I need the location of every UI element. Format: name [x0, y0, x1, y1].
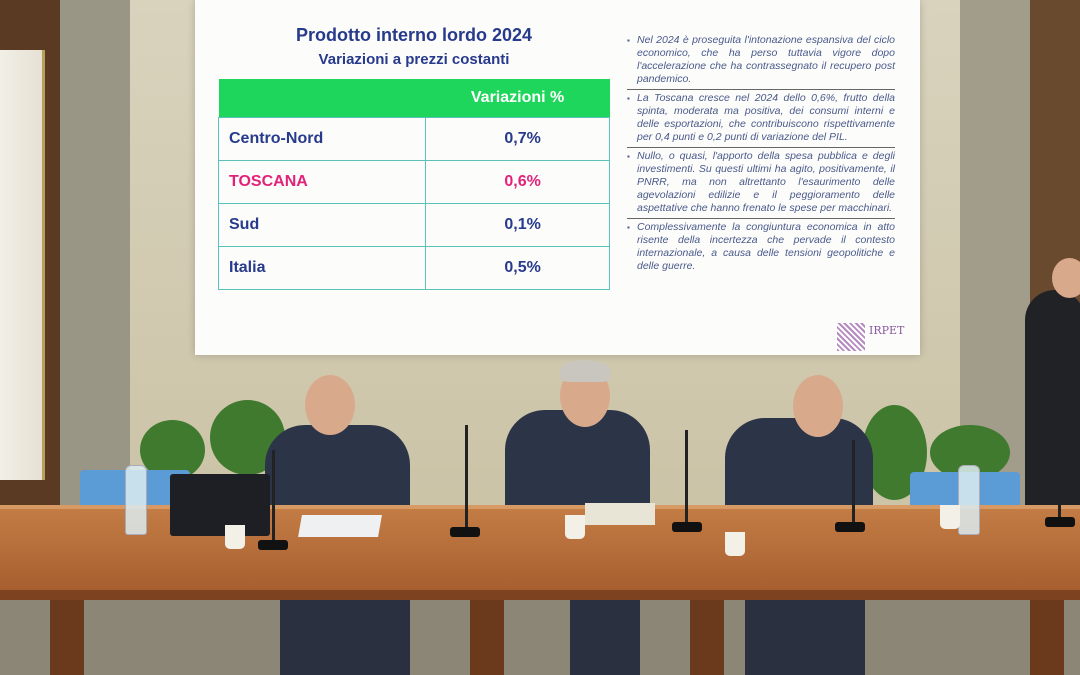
logo-text: IRPET	[869, 324, 905, 337]
table-row: Sud 0,1%	[217, 202, 610, 247]
region: Sud	[217, 202, 427, 247]
irpet-logo: IRPET	[837, 323, 915, 351]
desk-edge	[0, 590, 1080, 602]
water-bottle	[958, 465, 980, 535]
column-header: Variazioni %	[425, 79, 610, 117]
value: 0,5%	[425, 245, 610, 290]
head	[305, 375, 355, 435]
microphone-base	[672, 522, 702, 532]
projected-slide: Prodotto interno lordo 2024 Variazioni a…	[195, 0, 920, 355]
slide-title: Prodotto interno lordo 2024	[295, 25, 532, 45]
desk-leg	[50, 600, 84, 675]
note: La Toscana cresce nel 2024 dello 0,6%, f…	[627, 90, 895, 148]
value: 0,1%	[425, 202, 610, 247]
microphone	[685, 430, 688, 525]
note: Complessivamente la congiuntura economic…	[627, 219, 895, 276]
table-row: Italia 0,5%	[217, 245, 610, 290]
conference-desk	[0, 505, 1080, 600]
pillar-left	[60, 0, 130, 520]
gdp-table: Variazioni % Centro-Nord 0,7% TOSCANA 0,6%…	[217, 79, 610, 290]
papers	[585, 503, 655, 525]
cup	[940, 505, 960, 529]
desk-leg	[470, 600, 504, 675]
microphone-base	[258, 540, 288, 550]
papers	[298, 515, 382, 537]
table-row: TOSCANA 0,6%	[217, 159, 610, 204]
microphone-base	[450, 527, 480, 537]
table-header-row: Variazioni %	[218, 79, 610, 117]
cup	[225, 525, 245, 549]
flag	[0, 50, 45, 480]
floor	[0, 600, 1080, 675]
microphone	[272, 450, 275, 540]
table-row: Centro-Nord 0,7%	[217, 116, 610, 161]
cup	[725, 532, 745, 556]
slide-notes: Nel 2024 è proseguita l'intonazione espa…	[627, 32, 895, 276]
hair	[560, 360, 610, 382]
water-bottle	[125, 465, 147, 535]
note: Nel 2024 è proseguita l'intonazione espa…	[627, 32, 895, 90]
microphone	[465, 425, 468, 530]
region: TOSCANA	[217, 159, 427, 204]
laptop	[170, 474, 270, 536]
desk-leg	[1030, 600, 1064, 675]
microphone-base	[835, 522, 865, 532]
value: 0,7%	[425, 116, 610, 161]
value: 0,6%	[425, 159, 610, 204]
legs	[745, 600, 865, 675]
region: Centro-Nord	[217, 116, 427, 161]
microphone	[1058, 415, 1061, 520]
head	[793, 375, 843, 437]
standing-person	[1025, 290, 1080, 510]
microphone	[852, 440, 855, 525]
desk-leg	[690, 600, 724, 675]
microphone-base	[1045, 517, 1075, 527]
cup	[565, 515, 585, 539]
legs	[570, 600, 640, 675]
note: Nullo, o quasi, l'apporto della spesa pu…	[627, 148, 895, 219]
head	[1052, 258, 1080, 298]
legs	[280, 600, 410, 675]
logo-mark-icon	[837, 323, 865, 351]
slide-subtitle: Variazioni a prezzi costanti	[318, 51, 510, 68]
region: Italia	[217, 245, 427, 290]
